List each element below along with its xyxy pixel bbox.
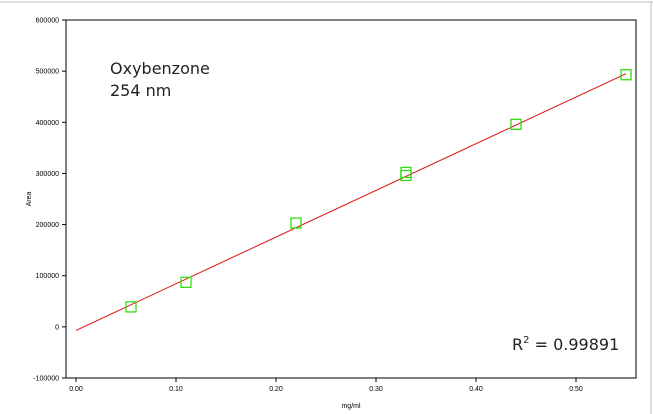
y-axis-title: Area xyxy=(26,192,33,207)
data-point-marker xyxy=(400,169,412,182)
data-point-marker xyxy=(180,276,192,289)
r-squared-prefix: R xyxy=(512,335,523,354)
data-point-marker xyxy=(290,217,302,229)
data-point-marker xyxy=(125,301,137,313)
data-point-marker xyxy=(510,118,522,130)
y-tick-label: -100000 xyxy=(33,376,59,383)
x-axis: 0.00 0.10 0.20 0.30 0.40 0.50 xyxy=(69,378,583,393)
data-point-marker xyxy=(620,69,632,81)
y-tick-label: 500000 xyxy=(36,69,59,76)
x-tick-label: 0.10 xyxy=(169,386,183,393)
data-point-marker xyxy=(400,166,412,179)
y-tick-label: 400000 xyxy=(36,120,59,127)
data-points xyxy=(125,69,632,313)
x-tick-label: 0.20 xyxy=(269,386,283,393)
regression-line xyxy=(75,73,627,331)
wavelength-label: 254 nm xyxy=(110,81,171,100)
compound-label: Oxybenzone xyxy=(110,59,210,78)
r-squared-superscript: 2 xyxy=(523,335,529,346)
x-axis-title: mg/ml xyxy=(341,403,361,410)
y-tick-label: 0 xyxy=(55,324,59,331)
r-squared-value: = 0.99891 xyxy=(530,335,620,354)
y-tick-label: 200000 xyxy=(36,222,59,229)
y-axis: -100000 0 100000 200000 300000 400000 500000 60… xyxy=(33,18,66,383)
y-tick-label: 100000 xyxy=(36,273,59,280)
plot-frame xyxy=(65,19,637,379)
x-tick-label: 0.40 xyxy=(469,386,483,393)
x-tick-label: 0.30 xyxy=(369,386,383,393)
y-tick-label: 300000 xyxy=(36,171,59,178)
x-tick-label: 0.50 xyxy=(569,386,583,393)
y-tick-label: 600000 xyxy=(36,18,59,25)
x-tick-label: 0.00 xyxy=(69,386,83,393)
r-squared-label: R2 = 0.99891 xyxy=(512,335,619,354)
